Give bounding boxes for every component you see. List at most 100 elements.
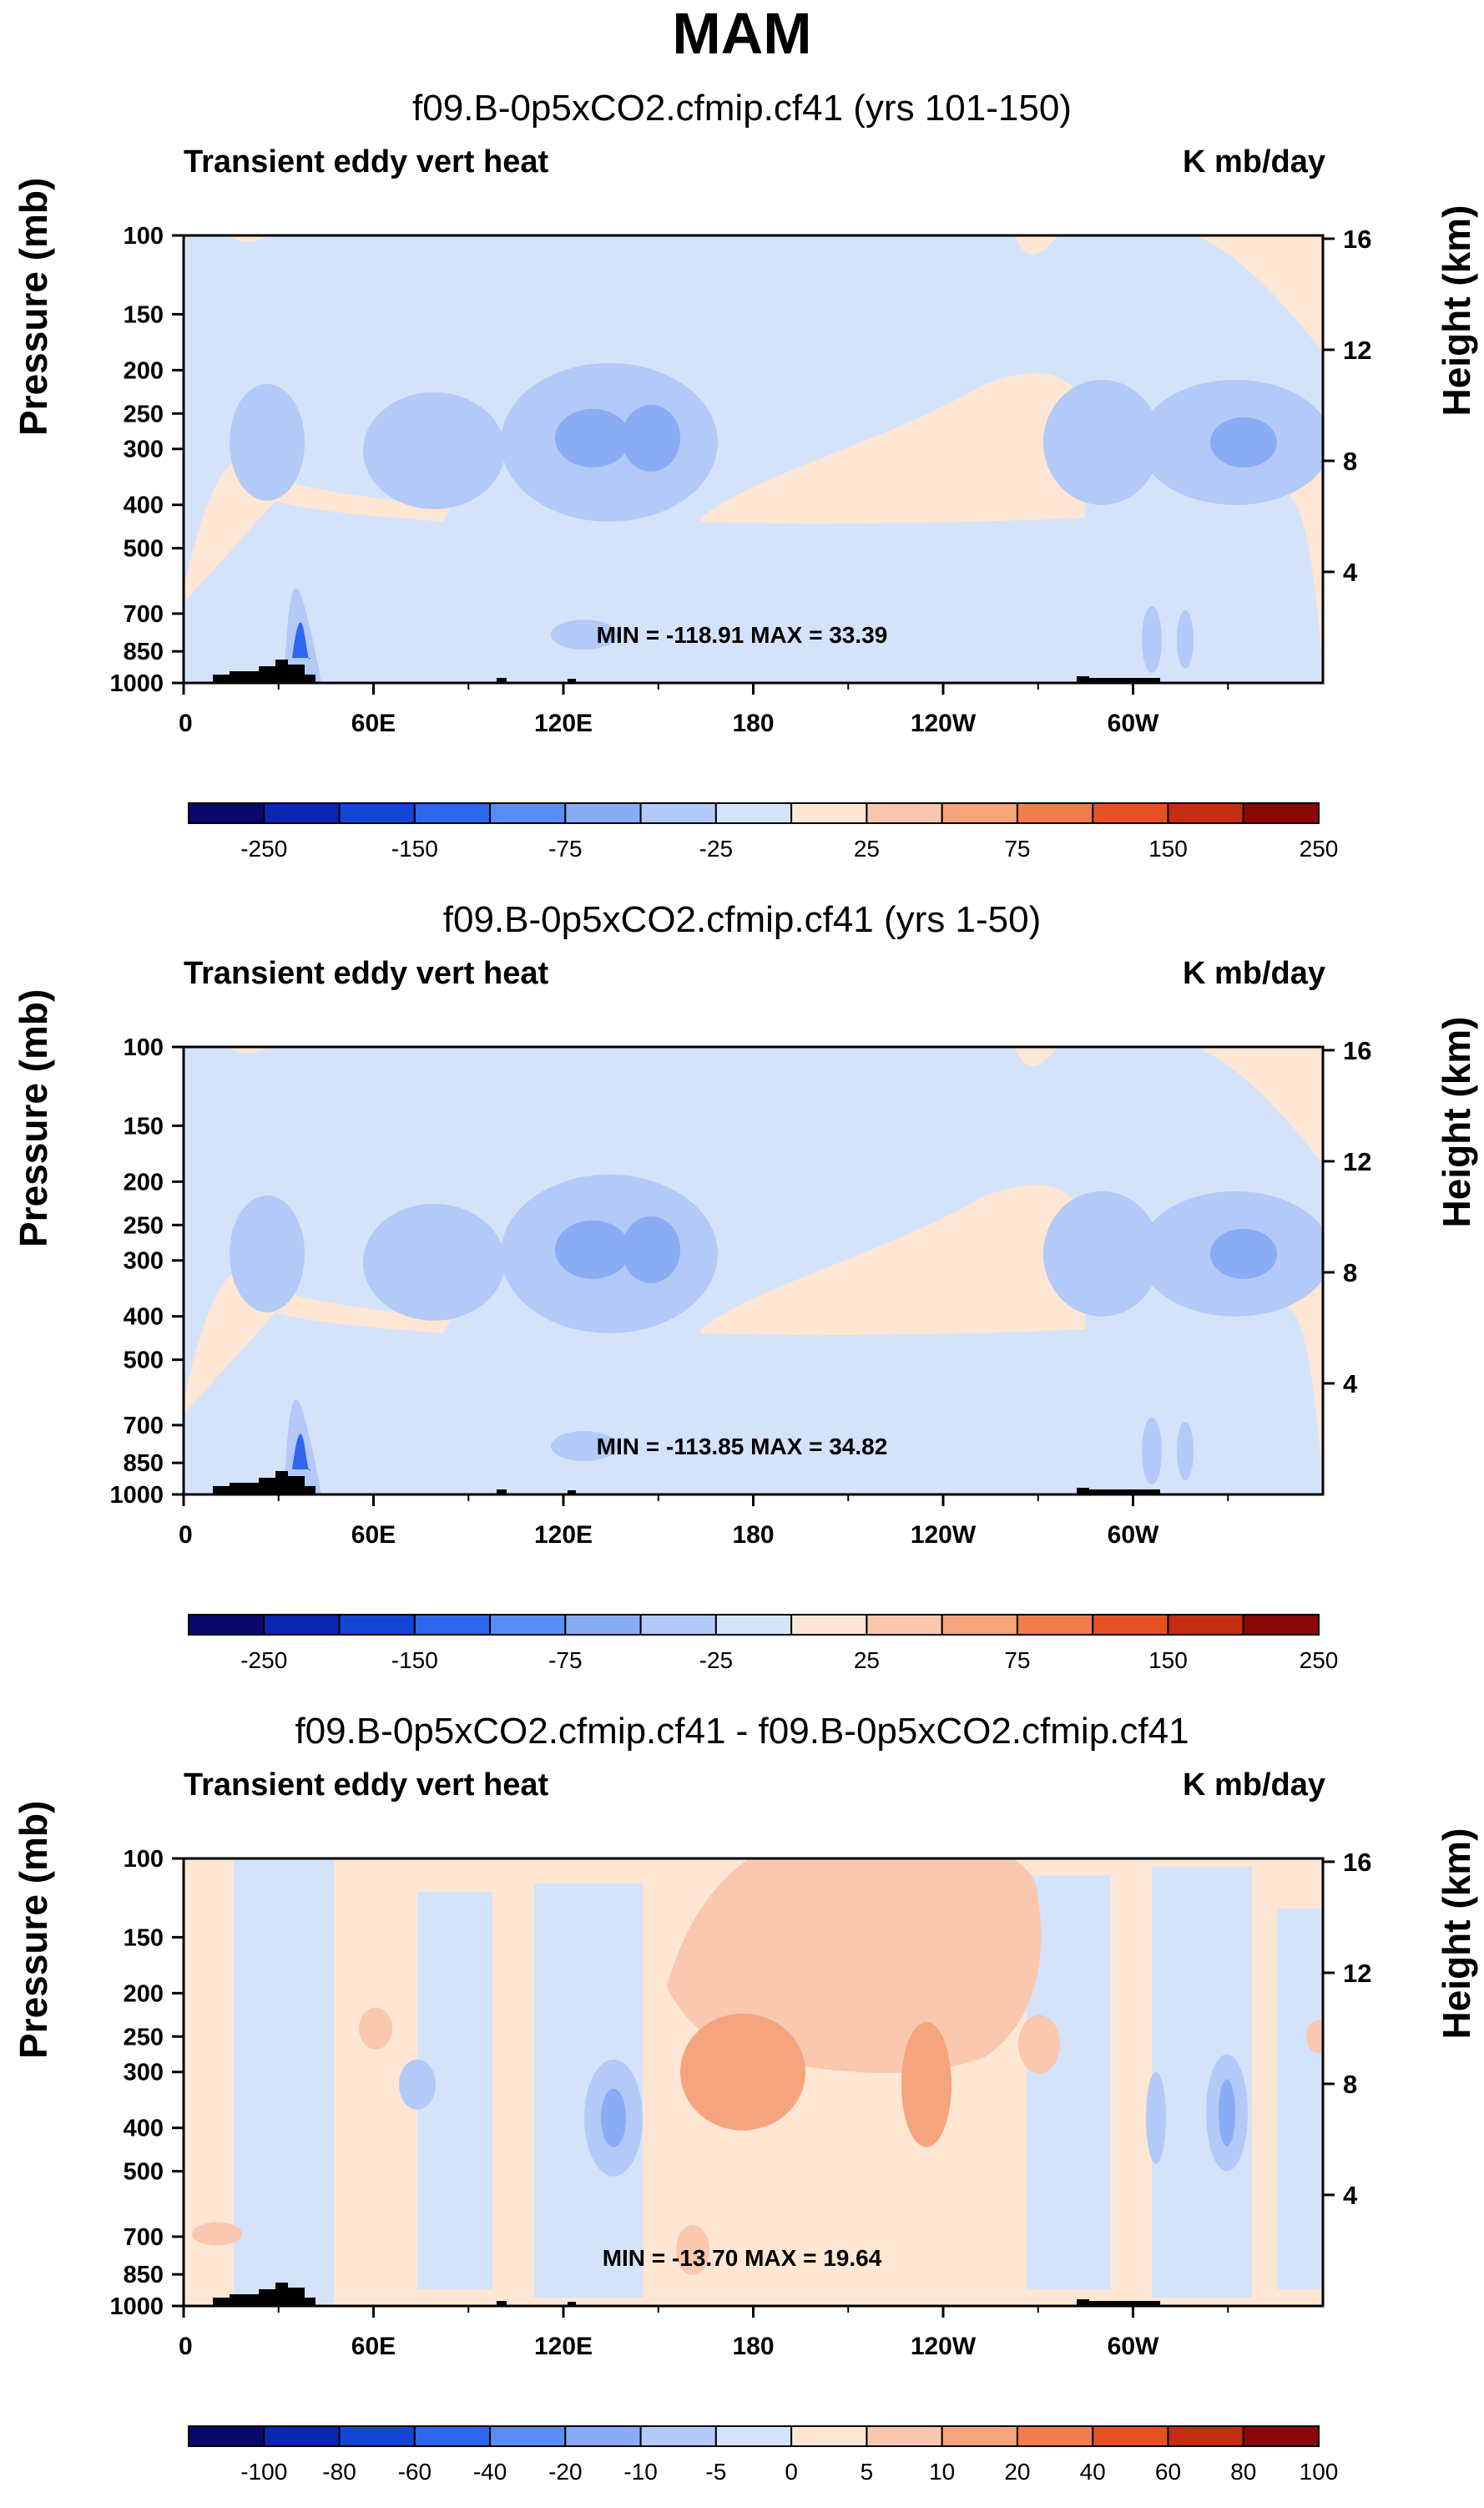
y-tick-label: 1000: [109, 670, 164, 697]
y-tick-label: 700: [124, 1413, 164, 1439]
contour-region: [292, 622, 310, 660]
contour-region: [363, 1203, 505, 1321]
y-tick-label: 500: [124, 2159, 164, 2186]
x-tick-label: 60E: [351, 710, 396, 737]
colorbar-label: -10: [623, 2459, 657, 2485]
x-tick-label: 180: [732, 2333, 774, 2360]
x-tick-label: 0: [179, 2333, 193, 2360]
y-right-tick-label: 8: [1343, 447, 1357, 476]
contour-region: [292, 1434, 310, 1471]
topography: [497, 2301, 507, 2306]
colorbar-box: [413, 2425, 492, 2447]
y-tick-label: 300: [124, 437, 164, 463]
contour-region: [1219, 2079, 1235, 2146]
colorbar-box: [1016, 802, 1094, 824]
y-right-tick-label: 16: [1343, 1036, 1371, 1065]
colorbar-label: 25: [854, 1647, 880, 1673]
contour-region: [555, 1220, 630, 1279]
colorbar-label: 60: [1155, 2459, 1181, 2485]
y-tick-label: 1000: [109, 1482, 164, 1509]
contour-region: [1210, 417, 1277, 468]
colorbar-label: -60: [398, 2459, 432, 2485]
colorbar-label: -80: [322, 2459, 356, 2485]
contour-region: [1277, 1909, 1323, 2289]
y-tick-label: 300: [124, 1248, 164, 1275]
chart-panel-3: f09.B-0p5xCO2.cfmip.cf41 - f09.B-0p5xCO2…: [0, 1707, 1484, 2508]
topography: [568, 2302, 576, 2306]
x-tick-label: 120W: [911, 710, 977, 737]
contour-region: [1146, 2071, 1166, 2164]
y-axis-title-right: Height (km): [1435, 205, 1478, 417]
contour-region: [1142, 1418, 1162, 1485]
colorbar-box: [941, 1614, 1018, 1636]
x-tick-label: 60W: [1108, 1521, 1159, 1549]
colorbar-label: -75: [548, 1647, 582, 1673]
y-tick-label: 100: [124, 1846, 164, 1873]
colorbar-box: [413, 1614, 492, 1636]
x-tick-label: 120E: [534, 1521, 593, 1549]
colorbar-box: [941, 2425, 1018, 2447]
panel-title: f09.B-0p5xCO2.cfmip.cf41 (yrs 101-150): [412, 88, 1072, 129]
x-tick-label: 120E: [534, 710, 593, 737]
x-tick-label: 180: [732, 710, 774, 737]
colorbar-box: [790, 1614, 868, 1636]
y-tick-label: 250: [124, 401, 164, 427]
colorbar-label: 10: [929, 2459, 955, 2485]
colorbar-box: [790, 802, 868, 824]
colorbar-box: [489, 802, 567, 824]
contour-region: [1210, 1228, 1277, 1279]
y-axis-title-right: Height (km): [1435, 1016, 1478, 1228]
colorbar-box: [564, 802, 642, 824]
colorbar-box: [263, 2425, 341, 2447]
colorbar-box: [866, 2425, 943, 2447]
left-string: Transient eddy vert heat: [184, 1767, 549, 1803]
topography: [213, 2283, 315, 2306]
topography: [497, 1489, 507, 1494]
contour-region: [622, 404, 680, 472]
colorbar-box: [188, 802, 265, 824]
colorbar-box: [941, 802, 1018, 824]
x-tick-label: 120E: [534, 2333, 593, 2360]
colorbar-box: [338, 1614, 416, 1636]
x-tick-label: 60E: [351, 2333, 396, 2360]
y-tick-label: 850: [124, 2262, 164, 2288]
colorbar-box: [1167, 802, 1244, 824]
colorbar-label: -250: [240, 836, 287, 862]
x-tick-label: 0: [179, 1521, 193, 1549]
colorbar-box: [714, 2425, 793, 2447]
colorbar-box: [338, 2425, 416, 2447]
y-tick-label: 700: [124, 601, 164, 628]
contour-region: [901, 2021, 951, 2147]
y-tick-label: 400: [124, 1304, 164, 1331]
contour-region: [843, 2003, 910, 2054]
contour-region: [230, 383, 305, 501]
colorbar-box: [639, 1614, 717, 1636]
chart-panel-1: f09.B-0p5xCO2.cfmip.cf41 (yrs 101-150) T…: [0, 83, 1484, 885]
x-tick-label: 60E: [351, 1521, 396, 1549]
y-axis-title-left: Pressure (mb): [12, 1800, 55, 2059]
contour-region: [551, 1431, 618, 1462]
y-axis-title-right: Height (km): [1435, 1828, 1478, 2040]
colorbar-box: [866, 802, 943, 824]
colorbar-box: [1092, 2425, 1169, 2447]
colorbar-label: 100: [1300, 2459, 1339, 2485]
topography: [1077, 676, 1160, 683]
y-right-tick-label: 8: [1343, 2070, 1357, 2099]
contour-region: [676, 2225, 709, 2276]
contour-region: [551, 619, 618, 650]
panel-title: f09.B-0p5xCO2.cfmip.cf41 - f09.B-0p5xCO2…: [295, 1711, 1189, 1752]
y-right-tick-label: 4: [1343, 558, 1358, 587]
main-title: MAM: [672, 1, 812, 66]
contour-region: [1177, 610, 1194, 670]
y-tick-label: 100: [124, 1034, 164, 1061]
y-right-tick-label: 4: [1343, 2181, 1358, 2210]
y-tick-label: 150: [124, 1113, 164, 1140]
colorbar-label: 0: [785, 2459, 798, 2485]
y-tick-label: 850: [124, 639, 164, 665]
contour-region: [622, 1216, 680, 1283]
colorbar-box: [263, 802, 341, 824]
colorbar-box: [263, 1614, 341, 1636]
x-tick-label: 180: [732, 1521, 774, 1549]
